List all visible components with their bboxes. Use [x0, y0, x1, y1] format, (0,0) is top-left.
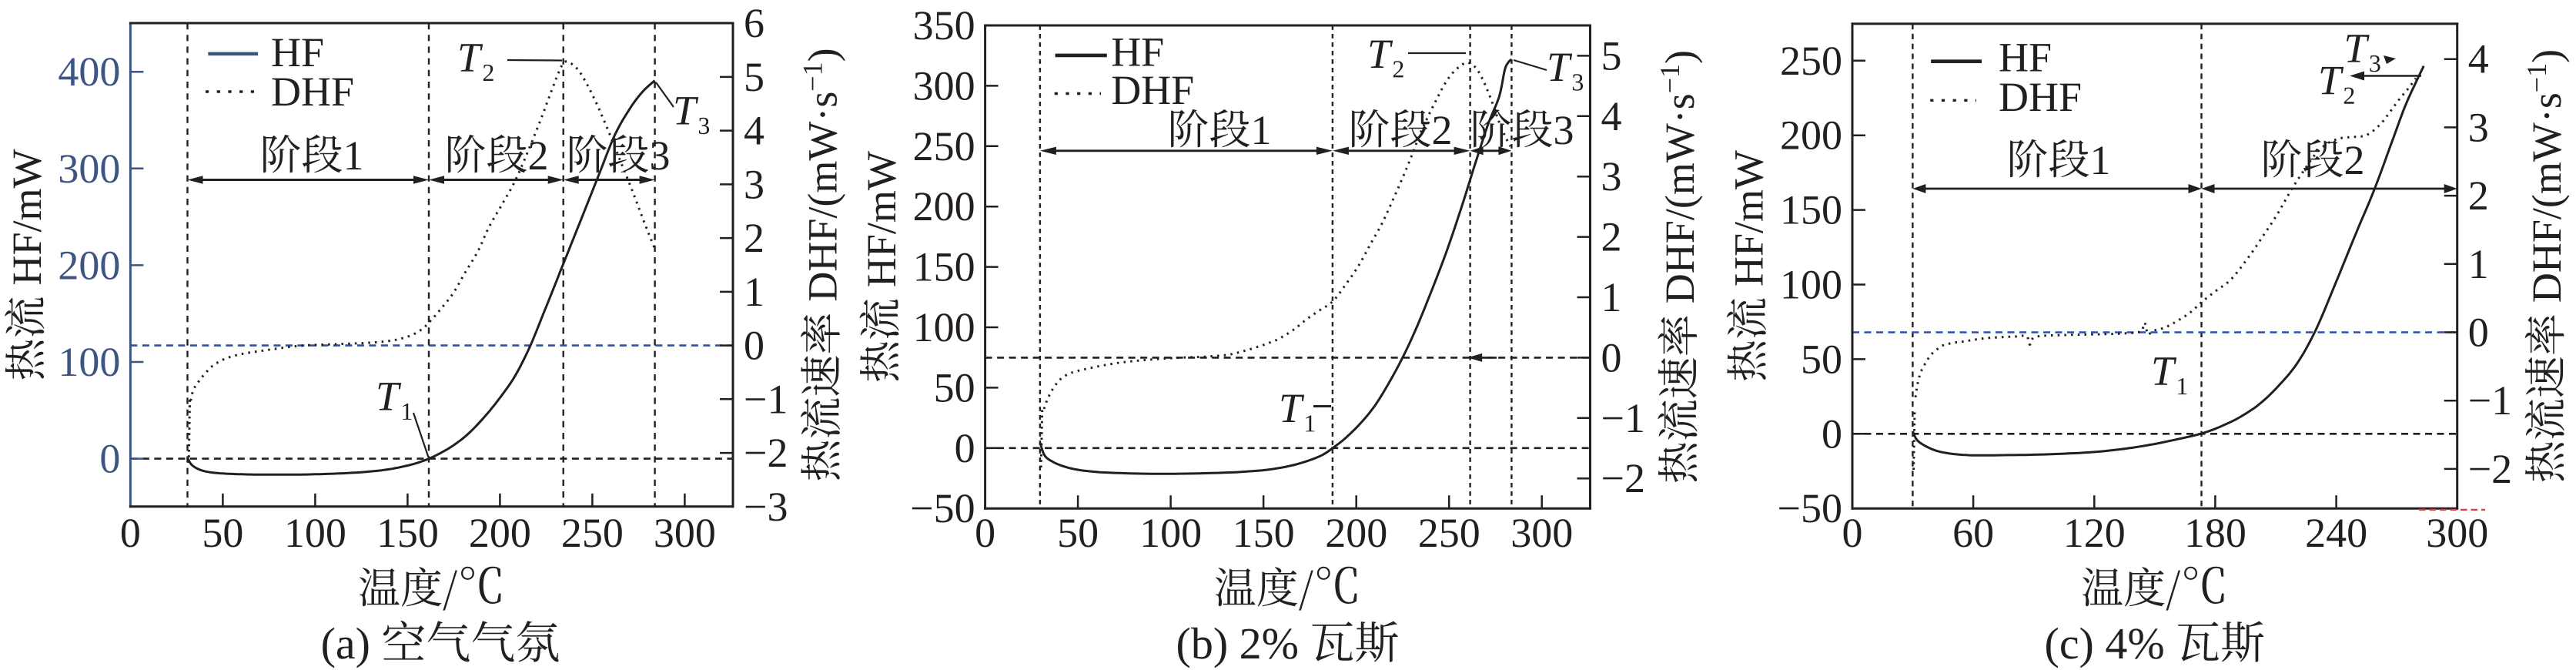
svg-text:): )	[2524, 49, 2570, 63]
svg-text:250: 250	[561, 510, 624, 556]
svg-text:100: 100	[1139, 510, 1202, 556]
svg-text:−1: −1	[744, 376, 788, 422]
svg-text:−1: −1	[798, 62, 828, 91]
svg-text:2: 2	[1432, 107, 1453, 153]
svg-text:2: 2	[2468, 173, 2489, 219]
svg-text:200: 200	[1325, 510, 1387, 556]
svg-text:3: 3	[1554, 107, 1574, 153]
svg-text:250: 250	[1418, 510, 1480, 556]
svg-text:0: 0	[2468, 310, 2489, 356]
svg-text:DHF/(mW·s: DHF/(mW·s	[800, 92, 846, 302]
svg-text:2: 2	[1601, 214, 1622, 260]
svg-text:1: 1	[744, 269, 764, 315]
svg-text:−50: −50	[1778, 485, 1842, 531]
svg-text:5: 5	[1601, 32, 1622, 79]
svg-text:3: 3	[650, 132, 671, 179]
svg-text:2: 2	[2344, 137, 2365, 183]
svg-text:DHF/(mW·s: DHF/(mW·s	[1657, 93, 1703, 303]
svg-text:(c) 4%: (c) 4%	[2045, 618, 2165, 668]
svg-text:0: 0	[1822, 410, 1842, 457]
svg-text:1: 1	[2090, 137, 2111, 183]
svg-text:4: 4	[2468, 36, 2489, 82]
svg-text:300: 300	[58, 146, 120, 192]
svg-text:300: 300	[654, 510, 716, 556]
svg-text:(a): (a)	[321, 618, 370, 668]
svg-text:300: 300	[2426, 510, 2488, 556]
svg-text:2: 2	[744, 215, 764, 261]
svg-text:250: 250	[913, 123, 975, 169]
svg-text:1: 1	[1601, 274, 1622, 320]
svg-text:200: 200	[469, 510, 531, 556]
svg-text:250: 250	[1780, 38, 1842, 84]
svg-text:0: 0	[1842, 510, 1863, 556]
svg-text:1: 1	[2468, 241, 2489, 287]
svg-text:240: 240	[2305, 510, 2367, 556]
svg-text:(b) 2%: (b) 2%	[1176, 618, 1299, 668]
svg-text:0: 0	[975, 510, 995, 556]
svg-text:50: 50	[1801, 336, 1842, 382]
svg-text:DHF/(mW·s: DHF/(mW·s	[2524, 92, 2570, 303]
svg-text:350: 350	[913, 2, 975, 49]
svg-text:100: 100	[1780, 262, 1842, 308]
svg-text:HF: HF	[1999, 35, 2052, 81]
svg-text:150: 150	[913, 244, 975, 290]
svg-text:0: 0	[955, 425, 975, 471]
svg-text:100: 100	[58, 339, 120, 385]
svg-text:200: 200	[1780, 112, 1842, 159]
svg-text:400: 400	[58, 49, 120, 95]
svg-text:HF/mW: HF/mW	[858, 151, 905, 287]
svg-text:HF: HF	[271, 29, 324, 75]
svg-text:200: 200	[58, 242, 120, 288]
svg-text:100: 100	[284, 510, 346, 556]
svg-text:120: 120	[2063, 510, 2126, 556]
svg-text:−2: −2	[744, 430, 788, 476]
svg-text:150: 150	[1233, 510, 1295, 556]
svg-text:150: 150	[1780, 187, 1842, 233]
svg-text:50: 50	[1057, 510, 1099, 556]
svg-text:0: 0	[120, 510, 141, 556]
svg-text:0: 0	[744, 323, 764, 369]
svg-text:1: 1	[1251, 107, 1272, 153]
svg-text:): )	[800, 48, 846, 62]
svg-text:3: 3	[2468, 104, 2489, 150]
svg-text:180: 180	[2184, 510, 2246, 556]
svg-text:3: 3	[1601, 153, 1622, 199]
svg-text:−1: −1	[1601, 395, 1645, 441]
svg-text:300: 300	[913, 62, 975, 109]
svg-text:50: 50	[934, 364, 975, 410]
svg-text:2: 2	[528, 132, 549, 179]
svg-text:−1: −1	[2521, 63, 2552, 92]
svg-text:1: 1	[343, 132, 364, 179]
svg-text:−50: −50	[910, 485, 975, 531]
svg-text:−3: −3	[744, 484, 788, 530]
svg-text:HF/mW: HF/mW	[4, 149, 50, 285]
svg-text:5: 5	[744, 54, 764, 100]
svg-text:4: 4	[1601, 93, 1622, 139]
svg-text:−2: −2	[1601, 455, 1645, 501]
svg-text:HF/mW: HF/mW	[1726, 150, 1772, 286]
svg-text:50: 50	[202, 510, 243, 556]
svg-text:100: 100	[913, 304, 975, 350]
svg-text:−1: −1	[1654, 64, 1685, 93]
svg-text:3: 3	[744, 161, 764, 207]
svg-text:): )	[1657, 50, 1703, 64]
svg-text:−1: −1	[2468, 377, 2512, 424]
svg-text:300: 300	[1510, 510, 1573, 556]
svg-text:200: 200	[913, 183, 975, 229]
svg-text:150: 150	[376, 510, 439, 556]
svg-text:0: 0	[1601, 334, 1622, 380]
svg-text:DHF: DHF	[1999, 74, 2082, 120]
svg-text:0: 0	[99, 436, 120, 482]
svg-text:−2: −2	[2468, 446, 2512, 492]
svg-text:HF: HF	[1111, 29, 1164, 75]
svg-text:DHF: DHF	[271, 69, 354, 115]
svg-text:4: 4	[744, 108, 764, 154]
svg-text:DHF: DHF	[1111, 67, 1194, 113]
svg-text:60: 60	[1952, 510, 1994, 556]
svg-text:6: 6	[744, 0, 764, 46]
